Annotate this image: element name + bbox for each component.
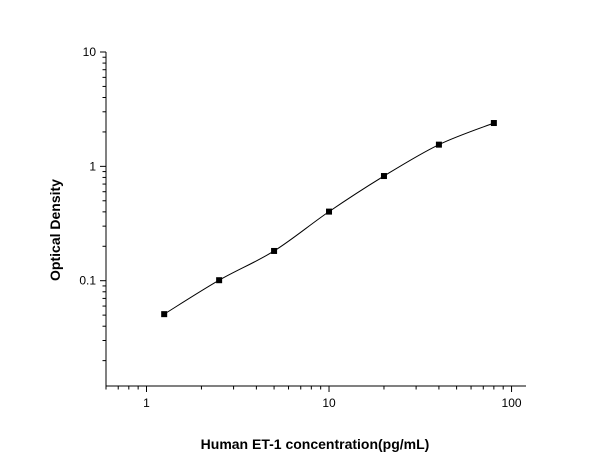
- fit-curve-layer: [163, 122, 495, 315]
- y-tick-label: 1: [89, 159, 96, 173]
- x-axis-title: Human ET-1 concentration(pg/mL): [201, 436, 430, 452]
- data-point: [161, 311, 168, 318]
- y-tick-label: 10: [83, 45, 97, 59]
- x-tick-label: 100: [502, 396, 522, 410]
- x-tick-label: 1: [143, 396, 150, 410]
- x-tick-label: 10: [322, 396, 336, 410]
- fit-curve: [163, 122, 495, 315]
- data-point: [271, 247, 278, 254]
- y-axis-title: Optical Density: [47, 179, 63, 281]
- data-points: [161, 120, 497, 318]
- data-point: [490, 120, 497, 127]
- data-point: [216, 277, 223, 284]
- data-point: [435, 141, 442, 148]
- axes: 1 10 100 0.1 1 10: [79, 45, 526, 410]
- y-tick-label: 0.1: [79, 274, 96, 288]
- data-point: [380, 173, 387, 180]
- data-point: [326, 208, 333, 215]
